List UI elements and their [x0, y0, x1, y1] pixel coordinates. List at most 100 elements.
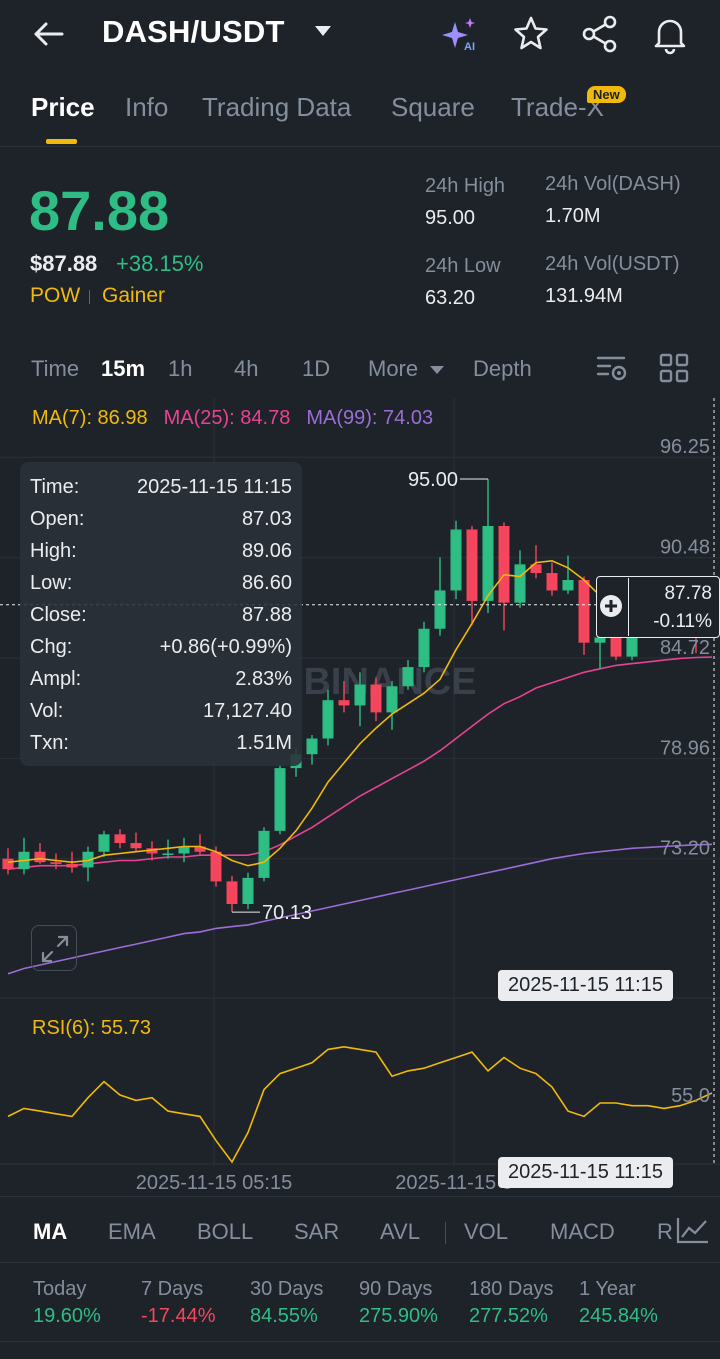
candle-body [562, 580, 574, 591]
tooltip-open-value: 87.03 [241, 508, 292, 530]
candle-body [258, 830, 270, 878]
interval-time[interactable]: Time [31, 356, 80, 381]
interval-more[interactable]: More [368, 356, 419, 381]
crosshair-price: 87.78 [664, 583, 712, 604]
y-tick-label: 90.48 [660, 537, 710, 559]
candle-body [402, 667, 414, 687]
interval-4h[interactable]: 4h [234, 356, 259, 381]
ma-legend: MA(7): 86.98 MA(25): 84.78 MA(99): 74.03 [32, 407, 449, 430]
candle-body [322, 700, 334, 739]
interval-1d[interactable]: 1D [302, 356, 331, 381]
candle-body [498, 526, 510, 603]
depth-tab[interactable]: Depth [473, 356, 532, 381]
divider [0, 1341, 720, 1342]
chart-annotations: 95.00 70.13 [232, 469, 488, 924]
candle-body [610, 637, 622, 657]
ma25-legend: MA(25): 84.78 [163, 407, 291, 429]
tag-gainer[interactable]: Gainer [102, 284, 166, 307]
divider [0, 1196, 720, 1197]
tooltip-row: Ampl: 2.83% [30, 664, 292, 696]
chart-settings-icon[interactable] [594, 350, 630, 386]
perf-label-today: Today [33, 1278, 87, 1300]
perf-label-7d: 7 Days [141, 1278, 204, 1300]
tooltip-row: Close: 87.88 [30, 600, 292, 632]
perf-value-7d: -17.44% [141, 1305, 216, 1327]
interval-15m[interactable]: 15m [101, 356, 146, 381]
indicator-boll[interactable]: BOLL [197, 1219, 254, 1244]
perf-label-30d: 30 Days [250, 1278, 324, 1300]
tooltip-row: Vol: 17,127.40 [30, 696, 292, 728]
pair-title[interactable]: DASH/USDT [102, 14, 285, 49]
tooltip-time-value: 2025-11-15 11:15 [137, 476, 292, 498]
rsi-legend: RSI(6): 55.73 [32, 1017, 151, 1039]
ai-sparkle-icon[interactable]: AI [438, 12, 482, 56]
star-icon[interactable] [509, 12, 553, 56]
crosshair-date-chip-bottom: 2025-11-15 11:15 [498, 1157, 673, 1188]
tab-price[interactable]: Price [31, 92, 95, 122]
indicator-avl[interactable]: AVL [380, 1219, 420, 1244]
tooltip-row: Low: 86.60 [30, 568, 292, 600]
tab-square[interactable]: Square [391, 92, 475, 122]
candle-body [2, 858, 14, 870]
indicator-settings-icon[interactable] [674, 1212, 714, 1248]
pair-dropdown-icon[interactable] [315, 26, 331, 36]
indicator-ma[interactable]: MA [33, 1219, 68, 1244]
ma99-path [7, 843, 713, 975]
candle-body [50, 862, 62, 864]
share-icon[interactable] [578, 12, 622, 56]
chevron-down-icon[interactable] [430, 366, 444, 374]
y-tick-label: 96.25 [660, 436, 710, 458]
grid-layout-icon[interactable] [658, 352, 690, 384]
candle-body [274, 768, 286, 831]
perf-value-180d: 277.52% [469, 1305, 548, 1327]
ma99-line [7, 843, 713, 975]
marker-divider [628, 578, 629, 636]
candle-body [450, 529, 462, 591]
ohlc-tooltip: Time: 2025-11-15 11:15 Open: 87.03 High: 89… [20, 462, 302, 766]
tooltip-chg-label: Chg: [30, 636, 73, 658]
y-tick-label: 78.96 [660, 737, 710, 759]
candle-body [434, 590, 446, 629]
tooltip-row: Chg: +0.86(+0.99%) [30, 632, 292, 664]
ma25-path [7, 656, 713, 870]
expand-chart-button[interactable] [31, 925, 77, 971]
tooltip-ampl-label: Ampl: [30, 668, 82, 690]
tooltip-vol-label: Vol: [30, 700, 64, 722]
candle-body [386, 686, 398, 713]
rsi-tick-label: 55.0 [671, 1085, 710, 1107]
bell-icon[interactable] [648, 12, 692, 56]
candle-body [114, 834, 126, 844]
tooltip-close-value: 87.88 [241, 604, 292, 626]
candles [2, 478, 718, 913]
back-arrow-icon[interactable] [28, 14, 72, 54]
tooltip-low-label: Low: [30, 572, 73, 594]
vol-base-value: 1.70M [545, 205, 601, 227]
candle-body [162, 853, 174, 855]
ma99-legend: MA(99): 74.03 [306, 407, 434, 429]
crosshair-date-chip: 2025-11-15 11:15 [498, 970, 673, 1001]
x-tick-label: 2025-11-15 05:15 [136, 1172, 292, 1194]
svg-text:AI: AI [464, 41, 475, 53]
candle-body [370, 684, 382, 713]
tooltip-row: Time: 2025-11-15 11:15 [30, 472, 292, 504]
indicator-macd[interactable]: MACD [550, 1219, 615, 1244]
last-price: 87.88 [29, 179, 170, 242]
tag-pow[interactable]: POW [30, 284, 81, 307]
max-price-label: 95.00 [408, 469, 458, 491]
candle-body [482, 526, 494, 601]
indicator-rsi[interactable]: R [657, 1219, 673, 1244]
add-alert-icon[interactable] [600, 595, 622, 617]
indicator-vol[interactable]: VOL [464, 1219, 509, 1244]
interval-1h[interactable]: 1h [168, 356, 193, 381]
indicator-ema[interactable]: EMA [108, 1219, 156, 1244]
y-tick-label: 84.72 [660, 637, 710, 659]
tab-trading-data[interactable]: Trading Data [202, 92, 352, 122]
tooltip-time-label: Time: [30, 476, 80, 498]
perf-value-today: 19.60% [33, 1305, 101, 1327]
indicator-sar[interactable]: SAR [294, 1219, 340, 1244]
tooltip-row: Txn: 1.51M [30, 728, 292, 760]
tab-info[interactable]: Info [125, 92, 169, 122]
tag-separator [89, 290, 90, 304]
usd-price: $87.88 [30, 251, 98, 276]
